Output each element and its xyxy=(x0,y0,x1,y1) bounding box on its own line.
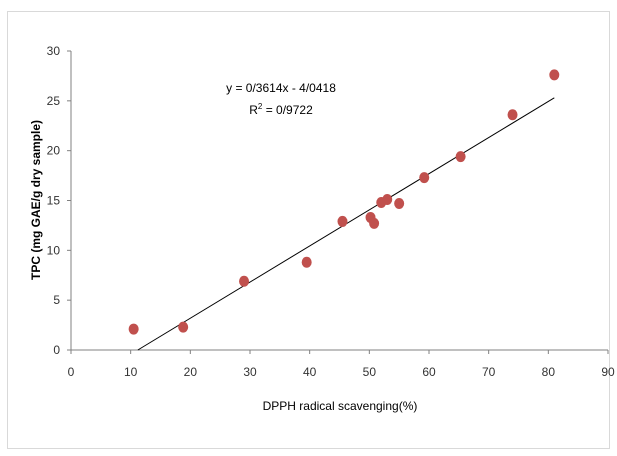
x-tick-label: 10 xyxy=(124,365,138,379)
data-point xyxy=(549,69,560,81)
y-tick-label: 15 xyxy=(47,194,61,208)
data-point xyxy=(239,275,250,287)
y-axis-title: TPC (mg GAE/g dry sample) xyxy=(29,120,43,280)
r-squared: R2 = 0/9722 xyxy=(249,102,313,117)
regression-equation: y = 0/3614x - 4/0418 xyxy=(226,81,336,95)
data-point xyxy=(455,151,466,163)
data-point xyxy=(394,197,405,209)
y-tick-label: 20 xyxy=(47,144,61,158)
data-point xyxy=(178,321,189,333)
chart-frame xyxy=(7,11,610,449)
data-point xyxy=(419,172,430,184)
y-tick-label: 0 xyxy=(53,343,60,357)
x-tick-label: 60 xyxy=(422,365,436,379)
x-tick-label: 0 xyxy=(68,365,75,379)
x-axis-title: DPPH radical scavenging(%) xyxy=(263,399,418,413)
y-tick-label: 10 xyxy=(47,243,61,257)
data-point xyxy=(128,323,139,335)
data-point xyxy=(507,109,518,121)
x-tick-label: 80 xyxy=(542,365,556,379)
data-point xyxy=(301,256,312,268)
x-tick-label: 50 xyxy=(363,365,377,379)
data-point xyxy=(369,217,380,229)
x-tick-label: 30 xyxy=(243,365,257,379)
data-point xyxy=(382,194,393,206)
y-tick-label: 25 xyxy=(47,94,61,108)
y-tick-label: 30 xyxy=(47,44,61,58)
data-point xyxy=(337,215,348,227)
x-tick-label: 70 xyxy=(482,365,496,379)
x-tick-label: 90 xyxy=(601,365,615,379)
x-tick-label: 40 xyxy=(303,365,317,379)
y-tick-label: 5 xyxy=(53,293,60,307)
x-tick-label: 20 xyxy=(184,365,198,379)
